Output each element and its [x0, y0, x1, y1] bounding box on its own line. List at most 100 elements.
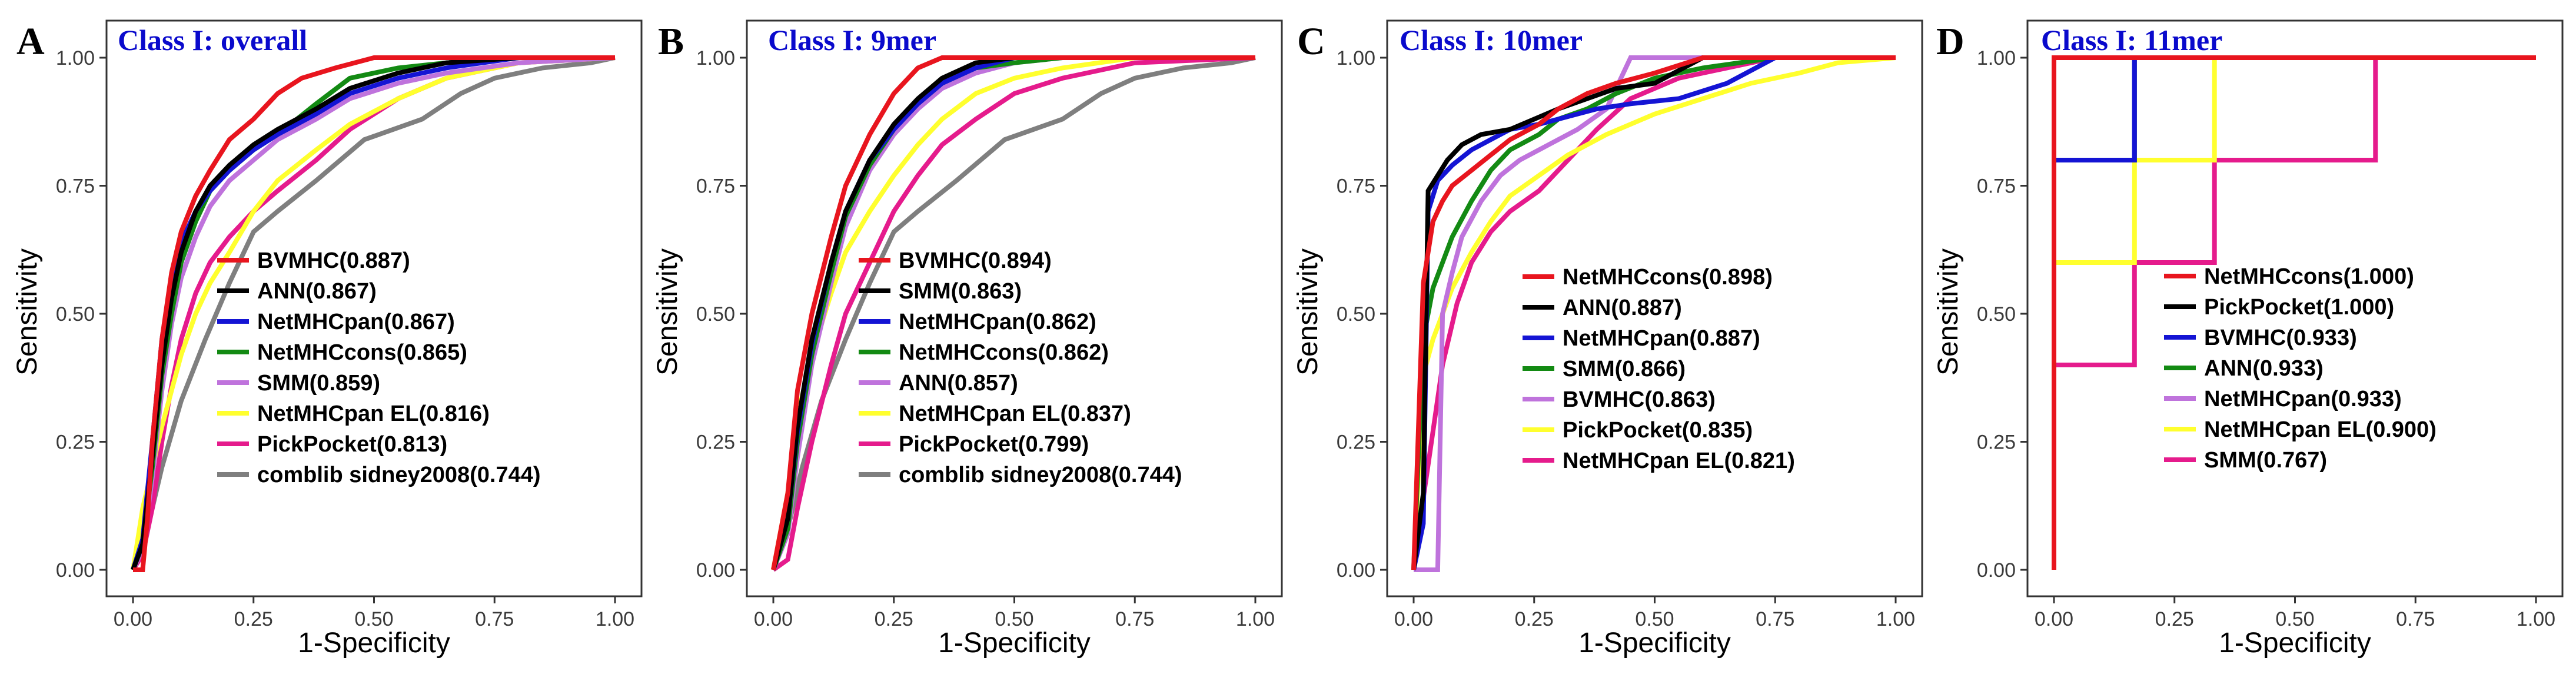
- x-tick-label: 0.75: [475, 608, 514, 630]
- y-tick-label: 0.25: [1337, 431, 1375, 454]
- legend: NetMHCcons(1.000) PickPocket(1.000) BVMHC(…: [2164, 264, 2437, 473]
- x-tick-label: 0.75: [1756, 608, 1794, 630]
- x-tick-label: 0.25: [234, 608, 273, 630]
- x-tick-label: 0.00: [2035, 608, 2073, 630]
- y-tick-label: 0.75: [1337, 175, 1375, 198]
- panel-title: Class I: 11mer: [2041, 24, 2222, 57]
- x-axis-title: 1-Specificity: [2219, 627, 2371, 659]
- legend-label: ANN(0.933): [2204, 356, 2324, 381]
- legend-label: ANN(0.857): [899, 371, 1018, 396]
- panel-title: Class I: 10mer: [1400, 24, 1583, 57]
- roc-curve: [2052, 55, 2536, 570]
- x-tick-label: 1.00: [1876, 608, 1915, 630]
- legend-label: ANN(0.887): [1563, 296, 1682, 320]
- x-tick-label: 0.75: [2396, 608, 2435, 630]
- y-tick-label: 0.00: [696, 559, 735, 582]
- legend-label: NetMHCpan EL(0.816): [257, 401, 490, 426]
- curves: [1411, 55, 1896, 572]
- legend-label: NetMHCpan EL(0.821): [1563, 449, 1795, 473]
- y-tick-label: 0.50: [1337, 303, 1375, 326]
- panel-letter: B: [658, 20, 684, 63]
- x-tick-label: 0.50: [2275, 608, 2314, 630]
- x-tick-label: 0.25: [875, 608, 913, 630]
- panel-letter: C: [1297, 20, 1325, 63]
- roc-curve: [772, 55, 1256, 572]
- y-tick-label: 0.00: [56, 559, 95, 582]
- roc-panel-d: 0.00 0.25 0.50 0.75 1.00 0.00 0.25 0.50 0.75 1.00…: [1933, 19, 2564, 659]
- legend-label: NetMHCpan(0.862): [899, 310, 1096, 334]
- curves: [771, 55, 1256, 572]
- x-tick-label: 1.00: [596, 608, 634, 630]
- legend-label: PickPocket(0.799): [899, 432, 1089, 457]
- legend-label: comblib sidney2008(0.744): [899, 463, 1182, 487]
- x-axis-title: 1-Specificity: [298, 627, 450, 659]
- legend-label: BVMHC(0.887): [257, 248, 410, 273]
- x-tick-label: 0.50: [995, 608, 1033, 630]
- roc-curve: [1411, 55, 1896, 570]
- roc-curve: [2052, 55, 2536, 570]
- y-tick-label: 0.50: [56, 303, 95, 326]
- panel-title: Class I: 9mer: [768, 24, 936, 57]
- y-tick-label: 0.00: [1977, 559, 2016, 582]
- y-tick-label: 1.00: [1977, 47, 2016, 69]
- roc-panel-c: 0.00 0.25 0.50 0.75 1.00 0.00 0.25 0.50 0.75 1.00…: [1292, 19, 1923, 659]
- legend-label: PickPocket(1.000): [2204, 295, 2394, 320]
- y-axis-title: Sensitivity: [12, 248, 43, 376]
- y-tick-label: 1.00: [1337, 47, 1375, 69]
- panel-letter: A: [16, 20, 45, 63]
- x-tick-label: 0.00: [1394, 608, 1433, 630]
- y-tick-label: 0.75: [696, 175, 735, 198]
- legend-label: SMM(0.866): [1563, 357, 1686, 381]
- panel-title: Class I: overall: [118, 24, 307, 57]
- y-axis-title: Sensitivity: [652, 248, 683, 376]
- x-tick-label: 1.00: [2517, 608, 2555, 630]
- roc-curve: [1411, 55, 1896, 570]
- legend-label: PickPocket(0.835): [1563, 418, 1753, 443]
- legend-label: SMM(0.767): [2204, 448, 2327, 473]
- plot-frame: [105, 19, 643, 597]
- y-tick-label: 0.75: [1977, 175, 2016, 198]
- legend-label: NetMHCpan(0.887): [1563, 326, 1760, 351]
- y-axis-title: Sensitivity: [1933, 248, 1964, 376]
- y-tick-label: 0.75: [56, 175, 95, 198]
- legend-label: BVMHC(0.933): [2204, 326, 2357, 350]
- roc-curve: [131, 55, 616, 571]
- legend-label: ANN(0.867): [257, 279, 377, 304]
- roc-panel-a: 0.00 0.25 0.50 0.75 1.00 0.00 0.25 0.50 0.75 1.00…: [12, 19, 643, 659]
- y-tick-label: 0.50: [696, 303, 735, 326]
- legend-label: BVMHC(0.894): [899, 248, 1052, 273]
- legend-label: NetMHCpan EL(0.837): [899, 401, 1131, 426]
- legend-label: SMM(0.863): [899, 279, 1022, 304]
- legend-label: BVMHC(0.863): [1563, 387, 1716, 412]
- x-tick-label: 1.00: [1236, 608, 1275, 630]
- legend-label: NetMHCpan(0.933): [2204, 387, 2402, 411]
- x-tick-label: 0.50: [1635, 608, 1674, 630]
- curves: [2052, 55, 2536, 570]
- y-tick-label: 0.00: [1337, 559, 1375, 582]
- y-tick-label: 1.00: [696, 47, 735, 69]
- legend-label: NetMHCcons(0.862): [899, 340, 1109, 365]
- roc-curve: [771, 55, 1255, 570]
- legend-label: PickPocket(0.813): [257, 432, 447, 457]
- x-tick-label: 0.00: [754, 608, 793, 630]
- roc-curve: [1411, 55, 1896, 570]
- x-tick-label: 0.25: [2155, 608, 2194, 630]
- y-tick-label: 0.25: [56, 431, 95, 454]
- legend: BVMHC(0.887) ANN(0.867) NetMHCpan(0.867) Ne…: [217, 248, 541, 487]
- roc-panel-b: 0.00 0.25 0.50 0.75 1.00 0.00 0.25 0.50 0.75 1.00…: [652, 19, 1283, 659]
- x-axis-title: 1-Specificity: [938, 627, 1091, 659]
- legend-label: NetMHCpan EL(0.900): [2204, 417, 2437, 442]
- legend-label: NetMHCcons(0.898): [1563, 265, 1773, 290]
- legend-label: comblib sidney2008(0.744): [257, 463, 541, 487]
- legend-label: NetMHCpan(0.867): [257, 310, 455, 334]
- x-tick-label: 0.50: [354, 608, 393, 630]
- legend: BVMHC(0.894) SMM(0.863) NetMHCpan(0.862) Ne…: [859, 248, 1182, 487]
- y-axis-title: Sensitivity: [1292, 248, 1324, 376]
- x-tick-label: 0.25: [1515, 608, 1554, 630]
- x-tick-label: 0.00: [114, 608, 152, 630]
- y-tick-label: 0.25: [1977, 431, 2016, 454]
- curves: [131, 55, 616, 572]
- legend-label: NetMHCcons(0.865): [257, 340, 467, 365]
- x-axis-title: 1-Specificity: [1578, 627, 1731, 659]
